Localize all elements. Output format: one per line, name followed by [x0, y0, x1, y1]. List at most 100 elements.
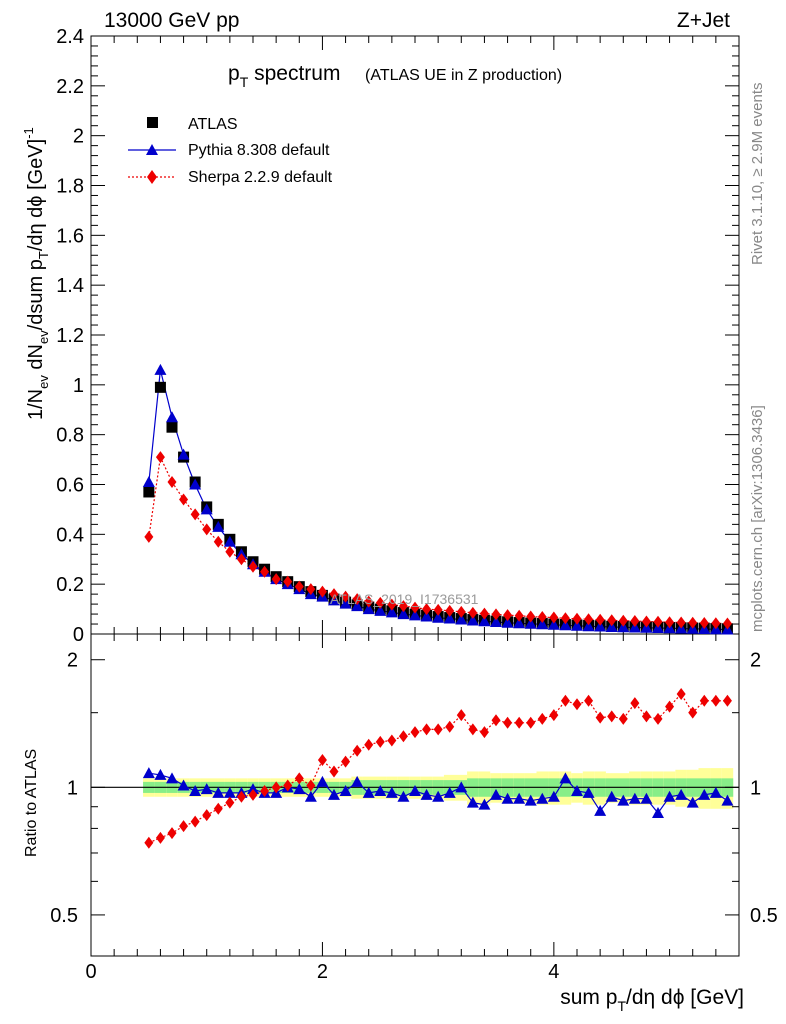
sherpa-ratio-point: [514, 716, 524, 729]
pythia-point: [559, 619, 572, 631]
pythia-ratio-point: [409, 785, 421, 797]
sherpa-point: [422, 603, 432, 616]
sherpa-ratio-point: [584, 694, 594, 707]
pythia-ratio-point: [536, 792, 549, 804]
sherpa-ratio-point: [699, 694, 709, 707]
pythia-point: [339, 597, 352, 609]
plot-title: pT spectrum: [228, 62, 340, 90]
sherpa-point: [329, 588, 339, 601]
pythia-ratio-point: [547, 790, 560, 802]
sherpa-ratio-point: [630, 697, 640, 710]
pythia-ratio-point: [698, 788, 711, 800]
sherpa-ratio-point: [294, 772, 304, 785]
pythia-ratio-point: [709, 786, 722, 798]
sherpa-point: [503, 609, 513, 622]
pythia-point: [547, 618, 560, 630]
sherpa-ratio-point: [722, 694, 732, 707]
sherpa-ratio-point: [352, 744, 362, 757]
sherpa-ratio-point: [248, 788, 258, 801]
sherpa-point: [260, 565, 270, 578]
sherpa-point: [213, 535, 223, 548]
sherpa-ratio-point: [364, 738, 374, 751]
sherpa-point: [398, 600, 408, 613]
sherpa-point: [202, 523, 212, 536]
pythia-point: [605, 621, 618, 633]
sherpa-ratio-point: [225, 796, 235, 809]
sherpa-point: [618, 614, 628, 627]
sherpa-ratio-point: [398, 730, 408, 743]
sherpa-ratio-point: [179, 820, 189, 833]
pythia-point: [536, 618, 549, 630]
plot-subtitle: (ATLAS UE in Z production): [365, 67, 562, 84]
sherpa-ratio-point: [688, 706, 698, 719]
atlas-point: [143, 486, 155, 498]
pythia-ratio-point: [304, 790, 317, 802]
y-tick-label: 1: [73, 375, 84, 397]
pythia-ratio-point: [212, 786, 225, 798]
sherpa-ratio-point: [503, 716, 513, 729]
pythia-ratio-point: [432, 790, 445, 802]
pythia-ratio-point: [247, 783, 259, 795]
pythia-ratio-point: [397, 790, 410, 802]
sherpa-point: [341, 590, 351, 603]
sherpa-point: [433, 603, 443, 616]
pythia-point: [490, 616, 502, 628]
pythia-point: [571, 619, 583, 631]
sherpa-point: [190, 508, 200, 521]
pythia-ratio-point: [293, 783, 306, 795]
pythia-ratio-point: [466, 796, 479, 808]
pythia-ratio-point: [652, 806, 664, 818]
sherpa-point: [584, 613, 594, 626]
sherpa-ratio-point: [422, 723, 432, 736]
sherpa-point: [294, 580, 304, 593]
pythia-point: [443, 612, 456, 624]
title-p: p: [228, 62, 240, 85]
sherpa-point: [456, 605, 466, 618]
pythia-point: [200, 503, 213, 515]
pythia-ratio-point: [721, 794, 734, 806]
sherpa-point: [317, 585, 327, 598]
pythia-ratio-point: [385, 786, 398, 798]
ratio-y-tick-label-right: 2: [750, 650, 761, 672]
y-tick-label: 2.4: [56, 26, 84, 48]
pythia-point: [478, 615, 491, 627]
sherpa-point: [445, 604, 455, 617]
y-tick-label: 1.2: [56, 325, 84, 347]
sherpa-point: [595, 613, 605, 626]
sherpa-point: [167, 476, 177, 489]
sherpa-point: [468, 606, 478, 619]
legend-label-sherpa: Sherpa 2.2.9 default: [188, 169, 333, 186]
ratio-y-tick-label: 0.5: [50, 905, 78, 927]
sherpa-ratio-point: [271, 781, 281, 794]
sherpa-ratio-point: [306, 779, 316, 792]
sherpa-ratio-point: [375, 735, 385, 748]
sherpa-point: [306, 583, 316, 596]
x-axis-label: sum pT/dη dϕ [GeV]: [560, 986, 744, 1014]
sherpa-point: [144, 530, 154, 543]
pythia-ratio-point: [524, 794, 537, 806]
pythia-ratio-point: [501, 792, 514, 804]
legend-label-atlas: ATLAS: [188, 116, 238, 133]
pythia-ratio-point: [328, 788, 340, 800]
sherpa-ratio-point: [190, 815, 200, 828]
pythia-point: [524, 617, 537, 629]
pythia-ratio-point: [594, 804, 607, 816]
pythia-point: [409, 609, 421, 621]
pythia-point: [594, 620, 607, 632]
sherpa-point: [225, 545, 235, 558]
sherpa-ratio-point: [549, 709, 559, 722]
pythia-ratio-point: [617, 794, 630, 806]
pythia-point: [142, 476, 155, 488]
pythia-ratio-point: [420, 788, 433, 800]
sherpa-ratio-point: [144, 836, 154, 849]
sherpa-ratio-point: [607, 710, 617, 723]
sherpa-point: [711, 617, 721, 630]
y-tick-label: 0.8: [56, 425, 84, 447]
pythia-ratio-point: [455, 781, 468, 793]
title-rest: spectrum: [248, 62, 340, 85]
sherpa-ratio-point: [618, 712, 628, 725]
sherpa-point: [410, 601, 420, 614]
pythia-ratio-point: [686, 796, 699, 808]
sherpa-point: [479, 607, 489, 620]
y-axis-label-main: 1/Nev dNev/dsum pT/dη dϕ [GeV]-1: [21, 127, 51, 420]
